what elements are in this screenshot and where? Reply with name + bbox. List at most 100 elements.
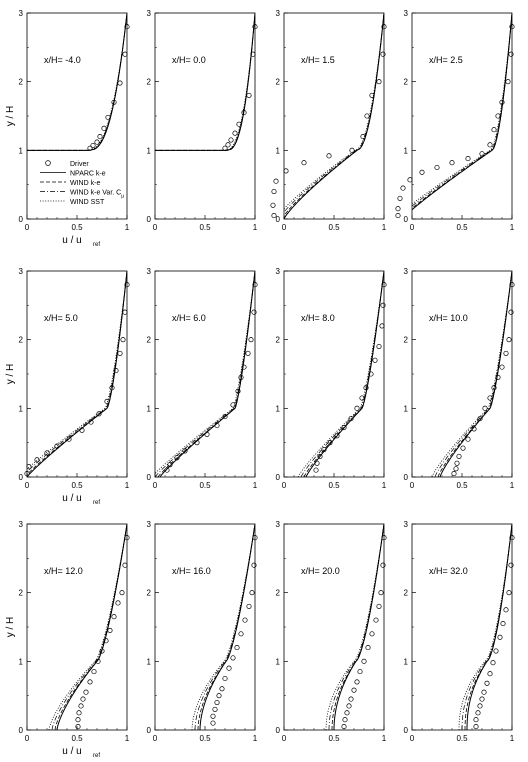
driver-data-point: [34, 457, 40, 463]
y-tick-label: 0: [276, 726, 281, 735]
series-line-wind-sst: [458, 524, 512, 730]
series-line-nparc-ke: [305, 271, 384, 477]
y-tick-label: 0: [404, 473, 409, 482]
y-tick-label: 0: [147, 726, 152, 735]
y-tick-label: 2: [404, 589, 409, 598]
driver-data-point: [117, 80, 123, 86]
driver-data-point: [105, 114, 111, 120]
x-tick-label: 0: [25, 481, 30, 490]
y-tick-label: 1: [404, 146, 409, 155]
y-tick-label: 0: [19, 473, 24, 482]
driver-data-point: [381, 24, 387, 30]
driver-data-point: [246, 603, 252, 609]
driver-data-point: [509, 282, 515, 288]
driver-data-point: [24, 471, 30, 477]
driver-data-point: [487, 142, 493, 148]
driver-data-point: [495, 374, 501, 380]
driver-data-point: [270, 202, 276, 208]
driver-data-point: [242, 617, 248, 623]
driver-data-point: [344, 710, 350, 716]
x-tick-label: 1: [382, 481, 387, 490]
driver-data-point: [54, 443, 60, 449]
y-tick-label: 0: [404, 726, 409, 735]
driver-data-point: [360, 134, 366, 140]
x-tick-label: 1: [125, 734, 130, 743]
legend-label: WIND k-e: [70, 180, 100, 187]
model-curves: [431, 271, 512, 477]
driver-data-point: [376, 79, 382, 85]
series-line-wind-ke-var-cmu: [27, 271, 127, 473]
y-tick-label: 2: [276, 589, 281, 598]
y-tick-label: 3: [276, 267, 281, 276]
driver-data-point: [228, 137, 234, 143]
x-tick-label: 1: [382, 734, 387, 743]
panel-label: x/H= 5.0: [44, 313, 78, 323]
driver-data-point: [376, 343, 382, 350]
driver-data-point: [471, 426, 477, 432]
x-tick-label: 1: [125, 481, 130, 490]
driver-data-point: [454, 460, 460, 466]
panel-frame: [154, 12, 256, 220]
driver-data-point: [397, 195, 403, 201]
series-line-wind-ke: [437, 271, 512, 477]
driver-data-point: [369, 92, 375, 98]
driver-data-point: [373, 617, 379, 623]
series-line-nparc-ke: [27, 13, 127, 151]
y-tick-label: 0: [147, 473, 152, 482]
panel-4: 0 0.5 1 0 1 2 3 x/H= 2.5: [395, 9, 515, 232]
driver-data-point: [214, 699, 220, 706]
driver-data-point: [95, 658, 101, 664]
series-line-nparc-ke: [439, 271, 512, 477]
driver-data-point: [107, 627, 113, 633]
y-tick-label: 2: [404, 78, 409, 87]
legend-label: WIND k-e Var. Cμ: [70, 190, 124, 200]
driver-data-point: [317, 453, 323, 459]
series-line-nparc-ke: [56, 524, 127, 730]
driver-data-point: [212, 706, 218, 712]
y-axis-label: y / H: [5, 617, 16, 638]
x-tick-label: 0.5: [199, 481, 211, 490]
panel-7: 0 0.5 1 0 1 2 3 x/H= 8.0: [276, 267, 387, 490]
driver-data-point: [380, 562, 386, 568]
series-line-wind-sst: [48, 524, 127, 730]
panel-label: x/H= 2.5: [429, 55, 463, 65]
y-tick-label: 3: [404, 267, 409, 276]
panel-label: x/H= 20.0: [301, 566, 340, 576]
series-line-wind-ke: [157, 271, 255, 477]
y-tick-label: 2: [19, 336, 24, 345]
driver-data-point: [313, 467, 319, 473]
driver-data-point: [210, 720, 216, 726]
driver-data-point: [369, 631, 375, 637]
driver-data-point: [482, 405, 488, 411]
y-tick-label: 1: [147, 146, 152, 155]
model-curves: [191, 524, 255, 730]
driver-data-point: [87, 145, 93, 151]
driver-data-point: [473, 717, 479, 723]
y-tick-label: 2: [404, 336, 409, 345]
x-tick-label: 1: [253, 734, 258, 743]
series-line-wind-ke: [412, 13, 512, 209]
y-tick-label: 2: [19, 78, 24, 87]
driver-data-point: [103, 638, 109, 644]
series-line-wind-ke-var-cmu: [194, 524, 255, 730]
driver-data-point: [509, 535, 515, 541]
driver-data-point: [94, 139, 100, 145]
x-tick-label: 0: [410, 481, 415, 490]
driver-data-point: [249, 590, 255, 596]
driver-data-point: [167, 462, 173, 468]
x-tick-label: 0.5: [456, 734, 468, 743]
driver-data-point: [349, 147, 355, 153]
x-tick-label: 0: [153, 223, 158, 232]
legend-label: NPARC k-e: [70, 171, 106, 178]
panel-3: 0 0.5 1 0 1 2 3 x/H= 1.5: [270, 9, 387, 232]
x-tick-label: 0.5: [456, 223, 468, 232]
driver-data-point: [66, 436, 72, 442]
driver-data-point: [381, 535, 387, 541]
driver-data-point: [251, 309, 257, 315]
driver-data-point: [395, 206, 401, 212]
series-line-wind-sst: [155, 271, 255, 475]
y-tick-label: 1: [404, 657, 409, 666]
driver-data-point: [481, 689, 487, 695]
x-tick-label: 1: [510, 734, 515, 743]
series-line-nparc-ke: [466, 524, 512, 730]
